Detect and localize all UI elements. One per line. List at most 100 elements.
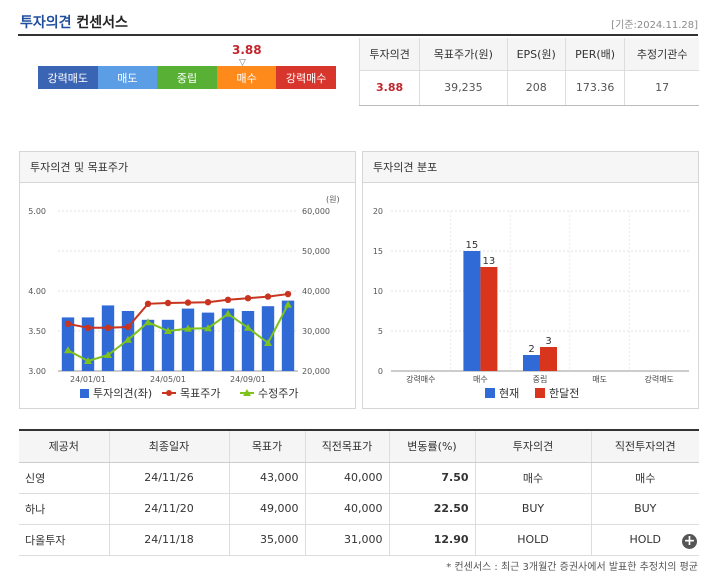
opinion-distribution-panel: 투자의견 분포 0 5 10 15 20 15 2 13 3 강력매수 매수 중립 매도 강력매도 현재 한달… — [362, 151, 699, 409]
summary-target-price: 39,235 — [419, 70, 507, 106]
distribution-bar — [463, 251, 481, 371]
data-label: 15 — [466, 240, 479, 251]
target-price-point — [284, 290, 292, 298]
x-tick-label: 24/09/01 — [230, 375, 266, 384]
summary-header: EPS(원) — [506, 38, 566, 71]
plus-circle-icon[interactable]: + — [682, 533, 697, 549]
change-rate: 12.90 — [388, 524, 475, 556]
legend-swatch — [485, 388, 495, 398]
adjusted-price-point — [284, 300, 292, 308]
col-header: 직전목표가 — [304, 429, 389, 463]
y-right-tick-label: 60,000 — [302, 207, 330, 216]
y-tick-label: 0 — [378, 367, 383, 376]
target-price: 49,000 — [228, 493, 305, 525]
col-header: 목표가 — [228, 429, 305, 463]
scale-strong-buy: 강력매수 — [276, 66, 336, 89]
opinion-bar — [101, 305, 115, 371]
unit-label: (원) — [326, 195, 340, 204]
summary-header: 투자의견 — [358, 38, 420, 71]
y-left-tick-label: 5.00 — [28, 207, 46, 216]
broker-estimates-table: 제공처 최종일자 목표가 직전목표가 변동률(%) 투자의견 직전투자의견 신영… — [19, 429, 699, 556]
opinion-bar — [141, 319, 155, 371]
current-marker-icon: ▽ — [239, 58, 246, 68]
legend-label: 목표주가 — [180, 387, 220, 400]
prev-opinion: BUY — [590, 493, 699, 525]
header-divider — [18, 34, 698, 36]
scale-strong-sell: 강력매도 — [38, 66, 98, 89]
col-header: 최종일자 — [108, 429, 229, 463]
data-label: 2 — [528, 344, 534, 355]
opinion: HOLD — [474, 524, 591, 556]
adjusted-price-point — [104, 351, 112, 358]
y-tick-label: 10 — [373, 287, 383, 296]
adjusted-price-point — [224, 309, 232, 317]
opinion-bar — [61, 317, 75, 371]
adjusted-price-point — [204, 324, 212, 332]
col-header: 투자의견 — [474, 429, 591, 463]
current-opinion-value: 3.88 — [232, 43, 262, 57]
base-date: [기준:2024.11.28] — [611, 20, 698, 31]
y-right-tick-label: 40,000 — [302, 287, 330, 296]
y-right-tick-label: 30,000 — [302, 327, 330, 336]
adjusted-price-point — [164, 327, 172, 334]
broker-name: 다올투자 — [19, 524, 109, 556]
target-price-point — [264, 293, 272, 300]
prev-opinion: 매수 — [590, 462, 699, 494]
panel-title: 투자의견 분포 — [363, 152, 698, 183]
target-price-point — [104, 324, 112, 331]
last-date: 24/11/26 — [108, 462, 229, 494]
opinion-bar — [281, 300, 295, 371]
x-tick-label: 강력매도 — [644, 374, 673, 384]
data-label: 3 — [545, 336, 551, 347]
opinion-bar — [181, 308, 195, 371]
legend-swatch — [243, 389, 251, 396]
x-tick-label: 24/05/01 — [150, 375, 186, 384]
target-price-point — [64, 320, 72, 327]
distribution-bar — [480, 267, 498, 371]
opinion: 매수 — [474, 462, 591, 494]
summary-header: PER(배) — [564, 38, 625, 71]
summary-header: 추정기관수 — [624, 38, 699, 71]
scale-buy: 매수 — [216, 66, 277, 89]
last-date: 24/11/20 — [108, 493, 229, 525]
summary-header: 목표주가(원) — [419, 38, 507, 71]
table-row: 하나 24/11/20 49,000 40,000 22.50 BUY BUY — [19, 493, 699, 525]
change-rate: 22.50 — [388, 493, 475, 525]
prev-target-price: 40,000 — [304, 462, 389, 494]
y-right-tick-label: 20,000 — [302, 367, 330, 376]
table-row: 다올투자 24/11/18 35,000 31,000 12.90 HOLD H… — [19, 524, 699, 556]
adjusted-price-line — [67, 304, 289, 363]
adjusted-price-point — [244, 323, 252, 331]
y-tick-label: 5 — [378, 327, 383, 336]
x-tick-label: 매도 — [592, 375, 607, 384]
y-right-tick-label: 50,000 — [302, 247, 330, 256]
change-rate: 7.50 — [388, 462, 475, 494]
y-tick-label: 15 — [373, 247, 383, 256]
legend-swatch — [166, 390, 172, 396]
opinion-target-price-chart: 3.00 3.50 4.00 5.00 20,000 30,000 40,000 50,000… — [28, 195, 340, 400]
distribution-bar — [540, 347, 557, 371]
scale-neutral: 중립 — [157, 66, 217, 89]
target-price-point — [164, 299, 172, 307]
prev-target-price: 40,000 — [304, 493, 389, 525]
page-title: 투자의견 컨센서스 — [20, 15, 128, 31]
target-price-point — [144, 300, 152, 307]
y-left-tick-label: 3.00 — [28, 367, 46, 376]
summary-opinion: 3.88 — [358, 70, 420, 106]
adjusted-price-point — [184, 324, 192, 332]
panel-title: 투자의견 및 목표주가 — [20, 152, 355, 183]
legend-label: 투자의견(좌) — [93, 387, 152, 400]
opinion-scale: 강력매도 매도 중립 매수 강력매수 — [38, 66, 336, 89]
target-price-point — [224, 296, 232, 303]
opinion-bar — [241, 311, 255, 371]
target-price-point — [184, 299, 192, 306]
legend-label: 현재 — [499, 387, 519, 400]
opinion: BUY — [474, 493, 591, 525]
adjusted-price-point — [64, 346, 72, 354]
last-date: 24/11/18 — [108, 524, 229, 556]
y-tick-label: 20 — [373, 207, 383, 216]
target-price-point — [204, 299, 212, 306]
col-header: 제공처 — [19, 429, 109, 463]
opinion-bar — [81, 317, 95, 371]
